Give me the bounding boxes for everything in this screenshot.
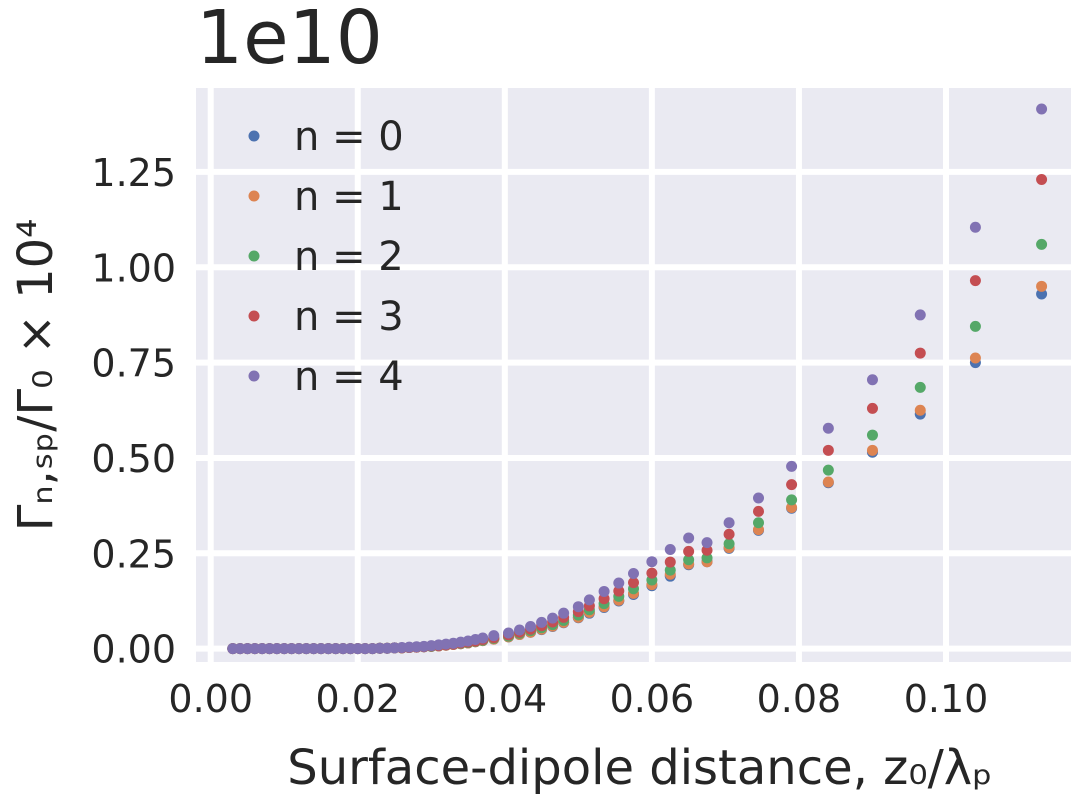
data-point xyxy=(866,402,878,414)
data-point xyxy=(613,577,625,589)
x-tick-label: 0.00 xyxy=(168,677,253,721)
gridlines xyxy=(196,88,1071,662)
data-point xyxy=(969,221,981,233)
data-point xyxy=(701,552,713,564)
data-point xyxy=(753,505,764,517)
legend-label: n = 4 xyxy=(294,354,404,400)
y-tick-labels: 0.00 0.25 0.50 0.75 1.00 1.25 xyxy=(91,151,176,672)
data-point xyxy=(914,309,926,321)
data-point xyxy=(866,429,878,441)
data-point xyxy=(822,476,834,488)
data-point xyxy=(969,352,981,364)
data-point xyxy=(583,594,595,606)
data-point xyxy=(786,479,798,491)
data-point xyxy=(1036,103,1048,115)
data-point xyxy=(914,381,926,393)
data-point xyxy=(598,585,610,597)
x-tick-labels: 0.00 0.02 0.04 0.06 0.08 0.10 xyxy=(168,677,988,721)
data-point xyxy=(914,347,926,359)
legend-marker xyxy=(248,130,260,142)
x-tick-label: 0.06 xyxy=(610,677,695,721)
y-axis-label: Γₙ,ₛₚ/Γ₀ × 10⁴ xyxy=(8,219,64,532)
legend-marker xyxy=(248,370,260,382)
data-point xyxy=(753,492,764,504)
data-point xyxy=(613,585,625,597)
data-point xyxy=(683,554,695,566)
data-point xyxy=(969,275,981,287)
data-point xyxy=(786,460,798,472)
legend-marker xyxy=(248,310,260,322)
data-point xyxy=(701,544,713,556)
data-point xyxy=(753,517,764,529)
y-tick-label: 0.00 xyxy=(91,628,176,672)
data-point xyxy=(822,422,834,434)
data-point xyxy=(477,632,489,644)
data-point xyxy=(1036,288,1048,300)
data-point xyxy=(628,577,639,589)
data-point xyxy=(723,538,735,550)
legend-marker xyxy=(248,250,260,262)
legend-marker xyxy=(248,190,260,202)
data-point xyxy=(664,564,676,576)
data-point xyxy=(786,502,798,514)
data-point xyxy=(1036,280,1048,292)
data-point xyxy=(723,517,735,529)
data-point xyxy=(683,545,695,557)
data-point xyxy=(525,621,537,633)
data-point xyxy=(572,601,584,613)
data-point xyxy=(514,624,526,636)
data-point xyxy=(786,494,798,506)
legend: n = 0 n = 1 n = 2 n = 3 n = 4 xyxy=(248,114,404,400)
x-axis-label: Surface-dipole distance, z₀/λₚ xyxy=(287,740,992,796)
y-tick-label: 0.25 xyxy=(91,532,176,576)
y-tick-label: 0.50 xyxy=(91,437,176,481)
x-tick-label: 0.08 xyxy=(757,677,842,721)
data-point xyxy=(683,532,695,544)
data-point xyxy=(914,404,926,416)
data-point xyxy=(628,568,639,580)
x-tick-label: 0.04 xyxy=(463,677,548,721)
data-point xyxy=(701,537,713,549)
data-point xyxy=(664,556,676,568)
data-point xyxy=(866,444,878,456)
data-point xyxy=(664,543,676,555)
data-point xyxy=(1036,174,1048,186)
data-point xyxy=(866,374,878,386)
data-points xyxy=(227,103,1048,655)
y-tick-label: 0.75 xyxy=(91,342,176,386)
data-point xyxy=(822,444,834,456)
legend-label: n = 1 xyxy=(294,174,404,220)
data-point xyxy=(558,607,570,619)
data-point xyxy=(646,556,658,568)
data-point xyxy=(1036,238,1048,250)
data-point xyxy=(822,464,834,476)
series-4 xyxy=(227,103,1048,655)
legend-label: n = 3 xyxy=(294,294,404,340)
data-point xyxy=(723,528,735,540)
y-tick-label: 1.25 xyxy=(91,151,176,195)
data-point xyxy=(536,616,548,628)
offset-label: 1e10 xyxy=(196,0,383,81)
plot-background xyxy=(196,88,1071,662)
y-tick-label: 1.00 xyxy=(91,246,176,290)
plot-area xyxy=(196,88,1071,662)
data-point xyxy=(646,567,658,579)
data-point xyxy=(488,630,500,642)
legend-label: n = 2 xyxy=(294,234,404,280)
x-tick-label: 0.10 xyxy=(904,677,989,721)
legend-label: n = 0 xyxy=(294,114,404,160)
data-point xyxy=(547,612,559,624)
x-tick-label: 0.02 xyxy=(315,677,400,721)
data-point xyxy=(503,627,514,639)
data-point xyxy=(969,320,981,332)
